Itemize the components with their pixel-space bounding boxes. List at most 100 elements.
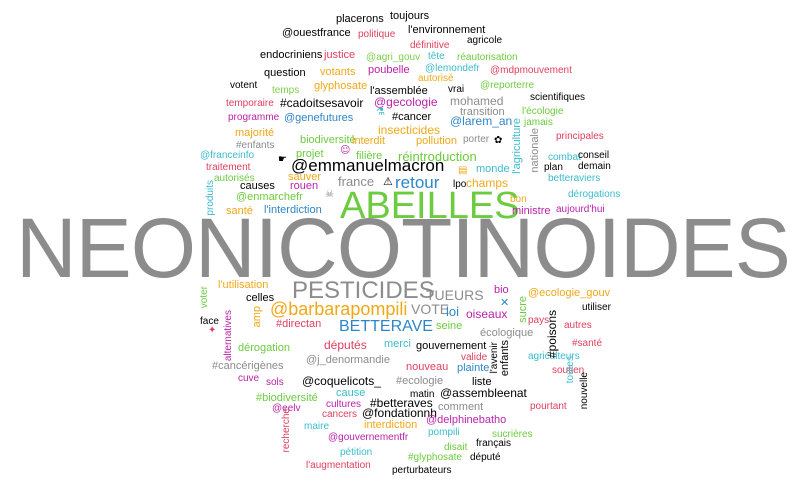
word-genefutures: @genefutures — [284, 112, 354, 124]
word-valide: valide — [461, 352, 488, 363]
word-bio: bio — [494, 284, 509, 296]
word-petition: pétition — [340, 447, 373, 458]
word-pesticides: PESTICIDES — [292, 277, 435, 304]
word-face: face — [200, 316, 219, 327]
word-nouvelle: nouvelle — [579, 372, 590, 410]
word-toujours: toujours — [390, 10, 430, 22]
word-demain: demain — [578, 161, 611, 172]
word-j-denormandie: @j_denormandie — [306, 354, 390, 366]
word-biodiversite: biodiversité — [300, 134, 356, 146]
word-champs: champs — [466, 176, 509, 190]
word-celles: celles — [246, 292, 275, 304]
cross-mark-icon: ✕ — [500, 296, 510, 309]
word-poisons: #poisons — [545, 310, 559, 359]
word-question: question — [264, 67, 306, 79]
word-assemblee: l'assemblée — [370, 85, 428, 97]
word-vrai: vrai — [448, 84, 465, 95]
word-porter: porter — [463, 134, 490, 145]
word-definitive: définitive — [410, 40, 450, 51]
word-loi: loi — [446, 304, 460, 319]
word-pays: pays — [528, 315, 550, 326]
word-projet: projet — [296, 148, 324, 160]
word-pompili: pompili — [428, 427, 460, 438]
word-plainte: plainte — [457, 362, 490, 374]
word-combat: combat — [548, 152, 581, 163]
word-larem-an: @larem_an — [450, 114, 513, 128]
word-coquelicots: @coquelicots_ — [302, 374, 381, 388]
word-disait: disait — [444, 442, 468, 453]
word-maire: maire — [304, 421, 330, 432]
word-autres: autres — [564, 320, 592, 331]
word-interdiction: interdiction — [364, 419, 418, 431]
word-lemondefr: @lemondefr — [425, 63, 480, 74]
word-deputes: députés — [324, 338, 367, 352]
word-glyphosate-tag: #glyphosate — [408, 452, 462, 463]
word-programme: programme — [228, 112, 280, 123]
word-filiere: filière — [356, 150, 383, 162]
word-tueurs: TUEURS — [426, 287, 484, 303]
grin-icon: ☺ — [340, 145, 351, 156]
word-retour: retour — [395, 173, 440, 192]
word-francais: français — [476, 438, 512, 449]
word-perturbateurs: perturbateurs — [392, 465, 452, 476]
word-lpo: lpo — [453, 179, 467, 190]
word-cancers: cancers — [322, 409, 358, 420]
word-gouvernementfr: @gouvernementfr — [328, 432, 409, 443]
word-agri-gouv: @agri_gouv — [366, 52, 421, 63]
word-oiseaux: oiseaux — [466, 307, 508, 321]
word-reintroduction: réintroduction — [398, 149, 477, 164]
word-politique: politique — [358, 29, 396, 40]
warning-icon: ⚠ — [383, 175, 393, 188]
word-biodiversite-tag: #biodiversité — [256, 392, 318, 404]
word-cuve: cuve — [238, 373, 260, 384]
word-causes: causes — [240, 180, 275, 192]
word-emmanuelmacron: @emmanuelmacron — [291, 156, 445, 175]
word-votants: votants — [320, 66, 356, 78]
word-amp: amp — [251, 306, 263, 328]
word-traitement: traitement — [206, 162, 251, 173]
word-poubelle: poubelle — [368, 64, 410, 76]
word-mohamed: mohamed — [450, 94, 504, 108]
word-autorises: autorisés — [214, 173, 255, 184]
word-majorite: majorité — [235, 127, 275, 139]
word-ecologie-gouv: @ecologie_gouv — [528, 287, 611, 299]
word-soutien: soutien — [552, 365, 585, 376]
word-linterdiction: l'interdiction — [264, 204, 322, 216]
word-scientifiques: scientifiques — [530, 92, 586, 103]
word-aujourdhui: aujourd'hui — [556, 204, 605, 215]
word-eelv: @eelv — [272, 403, 301, 414]
word-principales: principales — [556, 131, 604, 142]
word-sante: santé — [226, 205, 253, 217]
word-votent: votent — [230, 80, 258, 91]
word-sucrieres: sucrières — [492, 429, 533, 440]
word-endocriniens: endocriniens — [260, 49, 323, 61]
word-augmentation: l'augmentation — [306, 460, 371, 471]
word-franceinfo: @franceinfo — [200, 150, 255, 161]
word-jamais: jamais — [524, 117, 553, 128]
word-nationale: nationale — [529, 128, 541, 173]
word-cultures: cultures — [326, 399, 362, 410]
word-pourtant: pourtant — [530, 401, 567, 412]
word-justice: justice — [324, 49, 356, 61]
word-fondationnh: @fondationnh — [362, 406, 437, 420]
word-autorise: autorisé — [418, 73, 454, 84]
word-insecticides: insecticides — [378, 123, 441, 137]
word-tete: tête — [428, 51, 445, 62]
word-enfants: #enfants — [236, 140, 275, 151]
word-depute: député — [470, 452, 501, 463]
word-cause: cause — [336, 387, 366, 399]
word-placerons: placerons — [336, 13, 384, 25]
word-sols: sols — [266, 377, 284, 388]
word-interdit: interdit — [352, 135, 386, 147]
word-derogation: dérogation — [238, 342, 290, 354]
open-book-icon: ▤ — [458, 165, 468, 176]
microscope-icon: ⚗ — [376, 107, 385, 118]
word-glyphosate: glyphosate — [314, 80, 368, 92]
word-cadoitsesavoir: #cadoitsesavoir — [280, 96, 364, 110]
word-seine: seine — [436, 320, 463, 332]
pointing-hand-icon: ☛ — [278, 154, 287, 165]
word-abeilles: ABEILLES — [340, 185, 520, 227]
word-vote: VOTE — [411, 301, 450, 317]
word-sante-tag: #santé — [572, 338, 603, 349]
